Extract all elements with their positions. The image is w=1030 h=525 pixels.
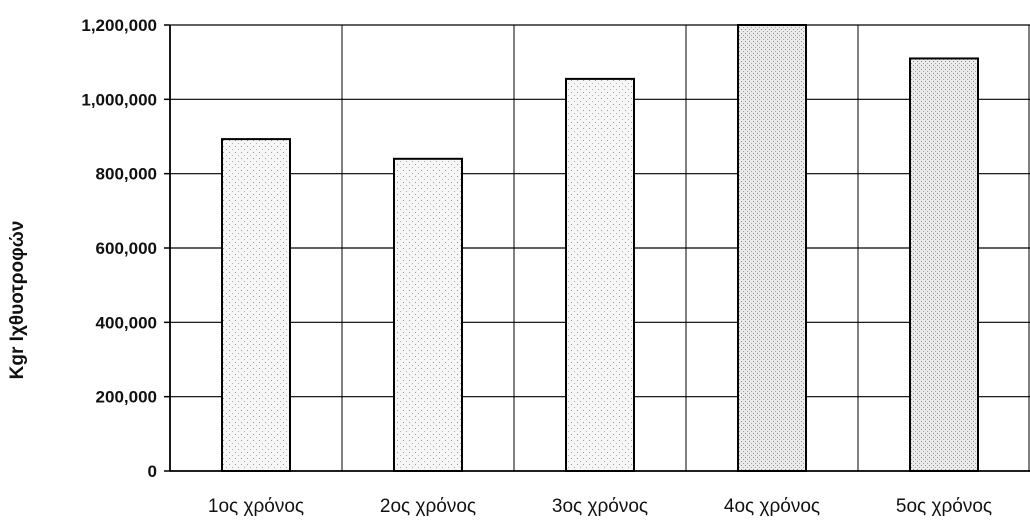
x-category-label: 3ος χρόνος <box>552 496 648 517</box>
y-tick-label: 1,000,000 <box>81 90 157 109</box>
axis-layer <box>164 24 1030 472</box>
x-category-label: 2ος χρόνος <box>380 496 476 517</box>
x-category-label: 4ος χρόνος <box>724 496 820 517</box>
x-category-label: 1ος χρόνος <box>208 496 304 517</box>
bar-1 <box>221 138 291 473</box>
bar-3 <box>565 77 635 473</box>
bar-5 <box>909 57 979 472</box>
y-tick-label: 0 <box>148 462 157 481</box>
labels-layer: 0 200,000 400,000 600,000 800,000 1,000,000 1,… <box>81 16 992 517</box>
bar-2 <box>393 157 463 473</box>
y-axis-title: Kgr Ιχθυοτροφών <box>7 221 28 380</box>
y-tick-label: 200,000 <box>96 388 157 407</box>
bar-4 <box>737 24 807 472</box>
x-category-label: 5ος χρόνος <box>896 496 992 517</box>
bars-layer <box>221 24 979 473</box>
y-tick-label: 400,000 <box>96 313 157 332</box>
y-tick-label: 1,200,000 <box>81 16 157 35</box>
y-tick-label: 600,000 <box>96 239 157 258</box>
y-tick-label: 800,000 <box>96 165 157 184</box>
